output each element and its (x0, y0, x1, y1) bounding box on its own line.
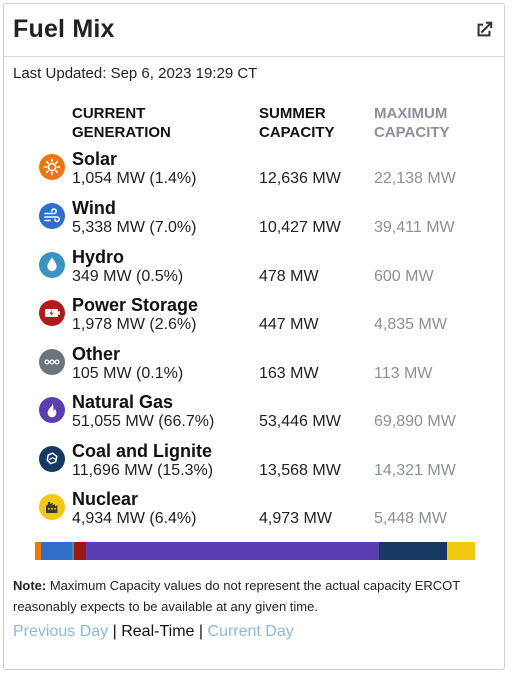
fuel-row-solar: Solar 1,054 MW (1.4%) 12,636 MW 22,138 M… (4, 149, 504, 200)
fuel-row-coal-and-lignite: Coal and Lignite 11,696 MW (15.3%) 13,56… (4, 441, 504, 492)
fuel-name: Solar (72, 149, 118, 169)
fuel-summer-capacity: 447 MW (259, 316, 319, 333)
fuel-name: Other (72, 344, 121, 364)
fuel-row-nuclear: Nuclear 4,934 MW (6.4%) 4,973 MW 5,448 M… (4, 489, 504, 540)
fuel-current-generation: 349 MW (0.5%) (72, 268, 184, 285)
column-header-current-generation: CURRENT GENERATION (72, 105, 171, 141)
column-header-maximum-capacity: MAXIMUM CAPACITY (374, 105, 450, 141)
flame-icon (39, 397, 65, 423)
fuel-summer-capacity: 10,427 MW (259, 219, 341, 236)
fuel-summer-capacity: 478 MW (259, 268, 319, 285)
fuel-current-generation: 4,934 MW (6.4%) (72, 510, 197, 527)
fuel-name: Nuclear (72, 489, 139, 509)
fuel-maximum-capacity: 5,448 MW (374, 510, 447, 527)
note-text: Maximum Capacity values do not represent… (13, 578, 460, 614)
fuel-summer-capacity: 163 MW (259, 365, 319, 382)
fuel-row-wind: Wind 5,338 MW (7.0%) 10,427 MW 39,411 MW (4, 198, 504, 249)
fuel-maximum-capacity: 22,138 MW (374, 170, 456, 187)
capacity-note: Note: Maximum Capacity values do not rep… (13, 575, 497, 617)
fuel-current-generation: 5,338 MW (7.0%) (72, 219, 197, 236)
fuel-summer-capacity: 4,973 MW (259, 510, 332, 527)
sun-icon (39, 154, 65, 180)
external-link-icon[interactable] (473, 19, 495, 41)
fuel-current-generation: 51,055 MW (66.7%) (72, 413, 215, 430)
fuel-name: Natural Gas (72, 392, 174, 412)
fuel-row-natural-gas: Natural Gas 51,055 MW (66.7%) 53,446 MW … (4, 392, 504, 443)
fuel-maximum-capacity: 4,835 MW (374, 316, 447, 333)
fuel-current-generation: 11,696 MW (15.3%) (72, 462, 214, 479)
water-drop-icon (39, 252, 65, 278)
battery-icon (39, 300, 65, 326)
column-header-summer-capacity: SUMMER CAPACITY (259, 105, 335, 141)
previous-day-link[interactable]: Previous Day (13, 623, 109, 640)
fuel-row-hydro: Hydro 349 MW (0.5%) 478 MW 600 MW (4, 247, 504, 298)
real-time-link[interactable]: Real-Time (121, 623, 195, 640)
fuel-mix-bar (35, 542, 475, 560)
current-day-link[interactable]: Current Day (207, 623, 294, 640)
fuel-mix-card: Fuel Mix Last Updated: Sep 6, 2023 19:29… (3, 3, 505, 670)
fuel-current-generation: 1,978 MW (2.6%) (72, 316, 197, 333)
view-links: Previous Day | Real-Time | Current Day (13, 623, 294, 641)
fuel-row-power-storage: Power Storage 1,978 MW (2.6%) 447 MW 4,8… (4, 295, 504, 346)
mix-bar-segment-power-storage (74, 542, 86, 560)
fuel-maximum-capacity: 14,321 MW (374, 462, 456, 479)
link-separator: | (112, 623, 117, 640)
fuel-row-other: Other 105 MW (0.1%) 163 MW 113 MW (4, 344, 504, 395)
fuel-maximum-capacity: 39,411 MW (374, 219, 455, 236)
fuel-maximum-capacity: 600 MW (374, 268, 434, 285)
fuel-current-generation: 1,054 MW (1.4%) (72, 170, 197, 187)
fuel-current-generation: 105 MW (0.1%) (72, 365, 184, 382)
mix-bar-segment-hydro (71, 542, 75, 560)
fuel-name: Hydro (72, 247, 125, 267)
mix-bar-segment-coal-and-lignite (379, 542, 447, 560)
card-title: Fuel Mix (13, 15, 115, 43)
card-header: Fuel Mix (4, 4, 504, 57)
wind-icon (39, 203, 65, 229)
mix-bar-segment-wind (41, 542, 72, 560)
fuel-summer-capacity: 13,568 MW (259, 462, 341, 479)
fuel-maximum-capacity: 113 MW (374, 365, 433, 382)
fuel-name: Coal and Lignite (72, 441, 213, 461)
fuel-name: Wind (72, 198, 116, 218)
mix-bar-segment-nuclear (446, 542, 475, 560)
coal-icon (39, 446, 65, 472)
dots-icon (39, 349, 65, 375)
fuel-summer-capacity: 53,446 MW (259, 413, 341, 430)
fuel-maximum-capacity: 69,890 MW (374, 413, 456, 430)
last-updated-text: Last Updated: Sep 6, 2023 19:29 CT (13, 65, 258, 82)
note-label: Note: (13, 578, 47, 593)
mix-bar-segment-natural-gas (86, 542, 380, 560)
mix-bar-segment-solar (35, 542, 42, 560)
fuel-name: Power Storage (72, 295, 199, 315)
link-separator: | (198, 623, 204, 640)
fuel-summer-capacity: 12,636 MW (259, 170, 341, 187)
nuclear-plant-icon (39, 494, 65, 520)
